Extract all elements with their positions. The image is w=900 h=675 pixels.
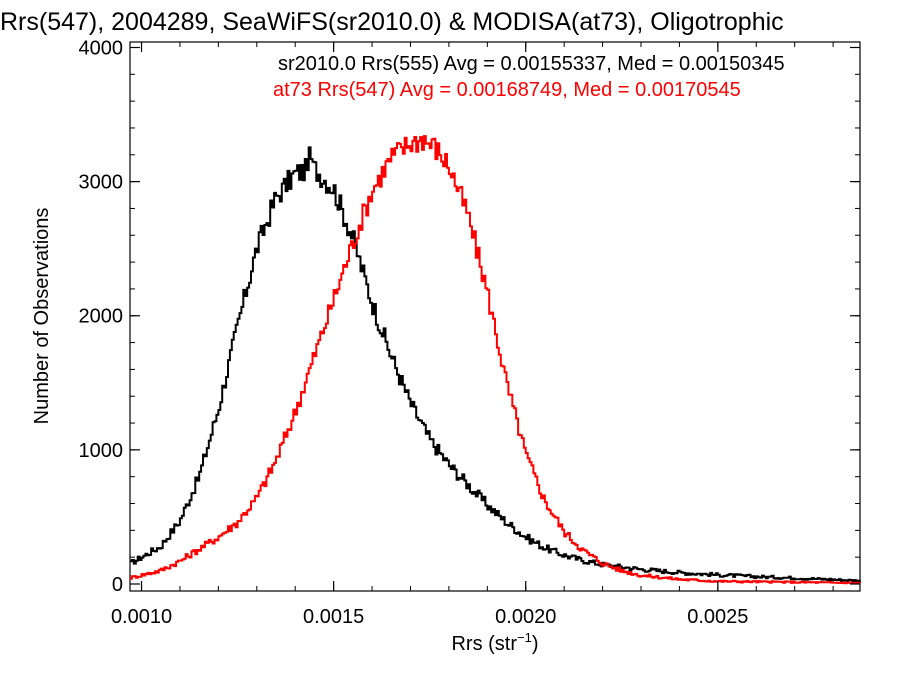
y-tick-label: 1000 xyxy=(79,440,124,462)
y-tick-label: 0 xyxy=(112,574,123,596)
x-axis-label-superscript: −1 xyxy=(517,630,532,645)
x-tick-label: 0.0020 xyxy=(495,606,556,628)
x-axis-label: Rrs (str−1) xyxy=(451,630,538,655)
x-tick-label: 0.0010 xyxy=(111,606,172,628)
legend-entry-sr2010: sr2010.0 Rrs(555) Avg = 0.00155337, Med … xyxy=(278,53,785,75)
x-axis-label-close: ) xyxy=(532,633,539,655)
series-sr2010-histogram xyxy=(130,146,861,583)
legend: sr2010.0 Rrs(555) Avg = 0.00155337, Med … xyxy=(273,53,785,101)
y-tick-label: 3000 xyxy=(79,172,124,194)
y-tick-label: 4000 xyxy=(79,37,124,59)
chart-title: Rrs(547), 2004289, SeaWiFS(sr2010.0) & M… xyxy=(0,8,784,36)
series-at73-histogram xyxy=(130,135,861,585)
y-axis-label: Number of Observations xyxy=(31,208,53,425)
x-tick-label: 0.0025 xyxy=(687,606,748,628)
x-axis-label-main: Rrs (str xyxy=(451,633,517,655)
legend-entry-at73: at73 Rrs(547) Avg = 0.00168749, Med = 0.… xyxy=(273,79,741,101)
y-tick-label: 2000 xyxy=(79,306,124,328)
x-tick-label: 0.0015 xyxy=(303,606,364,628)
plot-frame xyxy=(129,41,861,592)
